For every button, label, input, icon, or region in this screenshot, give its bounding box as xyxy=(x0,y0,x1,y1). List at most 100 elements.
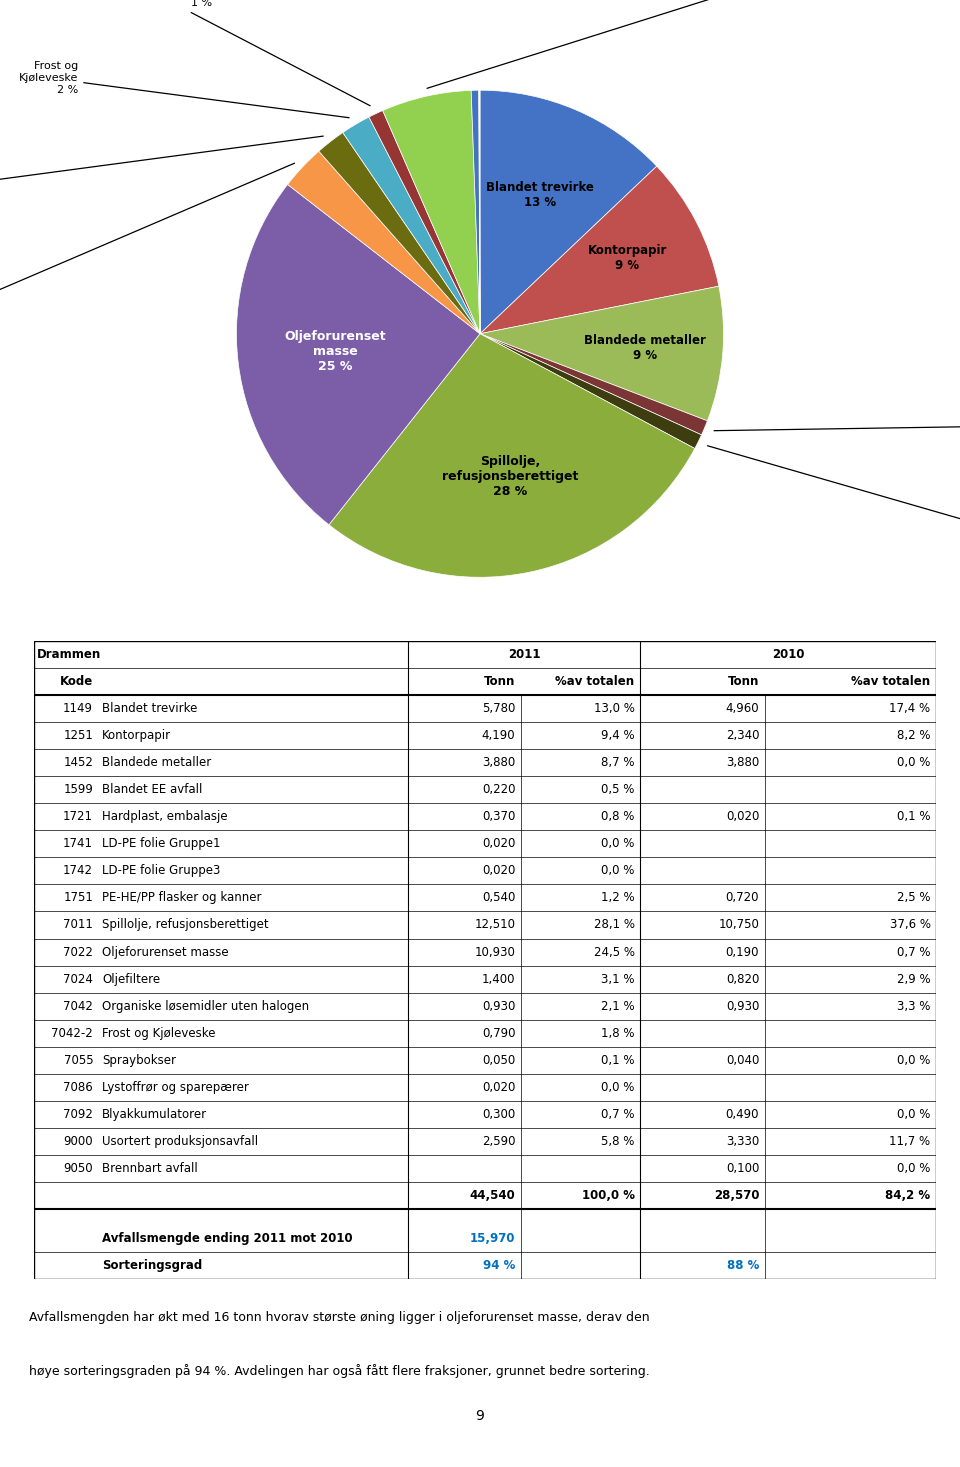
Wedge shape xyxy=(319,132,480,334)
Wedge shape xyxy=(480,334,708,434)
Text: 94 %: 94 % xyxy=(483,1259,516,1272)
Text: 37,6 %: 37,6 % xyxy=(890,918,930,932)
Text: Blyakkumulatorer
1 %: Blyakkumulatorer 1 % xyxy=(113,0,371,106)
Text: 3,330: 3,330 xyxy=(726,1135,759,1147)
Text: Blandet EE avfall: Blandet EE avfall xyxy=(102,783,203,797)
Wedge shape xyxy=(383,91,480,334)
Wedge shape xyxy=(480,89,657,334)
Text: 0,0 %: 0,0 % xyxy=(898,1053,930,1067)
Text: Hardplast, embalasje: Hardplast, embalasje xyxy=(102,810,228,823)
Text: Drammen: Drammen xyxy=(37,648,102,662)
Text: Tonn: Tonn xyxy=(728,675,759,688)
Text: 0,820: 0,820 xyxy=(726,973,759,986)
Text: 9050: 9050 xyxy=(63,1162,93,1175)
Text: 1251: 1251 xyxy=(63,729,93,742)
Text: 0,8 %: 0,8 % xyxy=(601,810,635,823)
Text: 5,8 %: 5,8 % xyxy=(601,1135,635,1147)
Text: Kode: Kode xyxy=(60,675,93,688)
Text: Organiske
løsemidler uten
halogen
2 %: Organiske løsemidler uten halogen 2 % xyxy=(0,136,324,210)
Text: 0,100: 0,100 xyxy=(726,1162,759,1175)
Text: 2,1 %: 2,1 % xyxy=(601,999,635,1012)
Wedge shape xyxy=(471,91,480,334)
Text: 1751: 1751 xyxy=(63,892,93,905)
Text: 9,4 %: 9,4 % xyxy=(601,729,635,742)
Text: Spillolje,
refusjonsberettiget
28 %: Spillolje, refusjonsberettiget 28 % xyxy=(442,455,578,499)
Text: 15,970: 15,970 xyxy=(470,1232,516,1245)
Text: Blandet trevirke
13 %: Blandet trevirke 13 % xyxy=(486,180,593,208)
Text: 0,540: 0,540 xyxy=(482,892,516,905)
Text: 11,7 %: 11,7 % xyxy=(890,1135,930,1147)
Text: PE-HE/PP
flasker og
kanner
1 %: PE-HE/PP flasker og kanner 1 % xyxy=(708,446,960,552)
Text: 5,780: 5,780 xyxy=(482,703,516,716)
Text: 84,2 %: 84,2 % xyxy=(885,1188,930,1201)
Wedge shape xyxy=(480,166,719,334)
Text: 3,880: 3,880 xyxy=(726,757,759,769)
Text: 0,1 %: 0,1 % xyxy=(601,1053,635,1067)
Text: 0,720: 0,720 xyxy=(726,892,759,905)
Text: 2,590: 2,590 xyxy=(482,1135,516,1147)
Text: Frost og Kjøleveske: Frost og Kjøleveske xyxy=(102,1027,216,1040)
Wedge shape xyxy=(329,334,695,577)
Text: Spillolje, refusjonsberettiget: Spillolje, refusjonsberettiget xyxy=(102,918,269,932)
Text: 4,190: 4,190 xyxy=(482,729,516,742)
Text: Blandede metaller: Blandede metaller xyxy=(102,757,211,769)
Text: 7042: 7042 xyxy=(63,999,93,1012)
Wedge shape xyxy=(236,185,480,525)
Text: 1,400: 1,400 xyxy=(482,973,516,986)
Text: Oljefiltere: Oljefiltere xyxy=(102,973,160,986)
Text: 0,0 %: 0,0 % xyxy=(898,1162,930,1175)
Text: 0,220: 0,220 xyxy=(482,783,516,797)
Text: Usortert
produksjonsavfall
6 %: Usortert produksjonsavfall 6 % xyxy=(427,0,895,88)
Text: 24,5 %: 24,5 % xyxy=(593,946,635,958)
Text: Oljeforurenset masse: Oljeforurenset masse xyxy=(102,946,228,958)
Text: 1,8 %: 1,8 % xyxy=(601,1027,635,1040)
Text: 2,340: 2,340 xyxy=(726,729,759,742)
Text: 7022: 7022 xyxy=(63,946,93,958)
Text: Blyakkumulatorer: Blyakkumulatorer xyxy=(102,1108,207,1121)
Text: 0,930: 0,930 xyxy=(482,999,516,1012)
Text: 0,020: 0,020 xyxy=(482,864,516,877)
Text: 0,0 %: 0,0 % xyxy=(898,757,930,769)
Text: 2,9 %: 2,9 % xyxy=(897,973,930,986)
Text: 100,0 %: 100,0 % xyxy=(582,1188,635,1201)
Wedge shape xyxy=(369,110,480,334)
Text: 0,0 %: 0,0 % xyxy=(601,838,635,851)
Text: 0,5 %: 0,5 % xyxy=(601,783,635,797)
Text: 28,1 %: 28,1 % xyxy=(593,918,635,932)
Text: Usortert produksjonsavfall: Usortert produksjonsavfall xyxy=(102,1135,258,1147)
Wedge shape xyxy=(480,334,702,449)
Text: 0,020: 0,020 xyxy=(482,1081,516,1094)
Text: 0,0 %: 0,0 % xyxy=(898,1108,930,1121)
Text: 0,020: 0,020 xyxy=(726,810,759,823)
Text: 1721: 1721 xyxy=(63,810,93,823)
Text: 10,930: 10,930 xyxy=(474,946,516,958)
Text: 2,5 %: 2,5 % xyxy=(897,892,930,905)
Text: Oljefiltere
3 %: Oljefiltere 3 % xyxy=(0,163,295,320)
Text: 44,540: 44,540 xyxy=(469,1188,516,1201)
Text: Blandet trevirke: Blandet trevirke xyxy=(102,703,198,716)
Wedge shape xyxy=(480,286,724,421)
Text: 7011: 7011 xyxy=(63,918,93,932)
Text: 0,1 %: 0,1 % xyxy=(897,810,930,823)
Text: 9: 9 xyxy=(475,1408,485,1423)
Text: Sorteringsgrad: Sorteringsgrad xyxy=(102,1259,203,1272)
Text: LD-PE folie Gruppe3: LD-PE folie Gruppe3 xyxy=(102,864,221,877)
Text: 0,050: 0,050 xyxy=(482,1053,516,1067)
Text: 7055: 7055 xyxy=(63,1053,93,1067)
Text: 1452: 1452 xyxy=(63,757,93,769)
Text: 4,960: 4,960 xyxy=(726,703,759,716)
Text: Frost og
Kjøleveske
2 %: Frost og Kjøleveske 2 % xyxy=(19,62,349,117)
Text: Kontorpapir: Kontorpapir xyxy=(102,729,171,742)
Wedge shape xyxy=(288,151,480,334)
Text: Tonn: Tonn xyxy=(484,675,516,688)
Text: 3,3 %: 3,3 % xyxy=(898,999,930,1012)
Text: 8,7 %: 8,7 % xyxy=(601,757,635,769)
Text: Spraybokser: Spraybokser xyxy=(102,1053,177,1067)
Wedge shape xyxy=(343,117,480,334)
Text: 13,0 %: 13,0 % xyxy=(593,703,635,716)
Text: 7092: 7092 xyxy=(63,1108,93,1121)
Text: Lystoffrør og sparepærer: Lystoffrør og sparepærer xyxy=(102,1081,249,1094)
Text: 0,370: 0,370 xyxy=(482,810,516,823)
Text: 0,0 %: 0,0 % xyxy=(601,864,635,877)
Text: 7086: 7086 xyxy=(63,1081,93,1094)
